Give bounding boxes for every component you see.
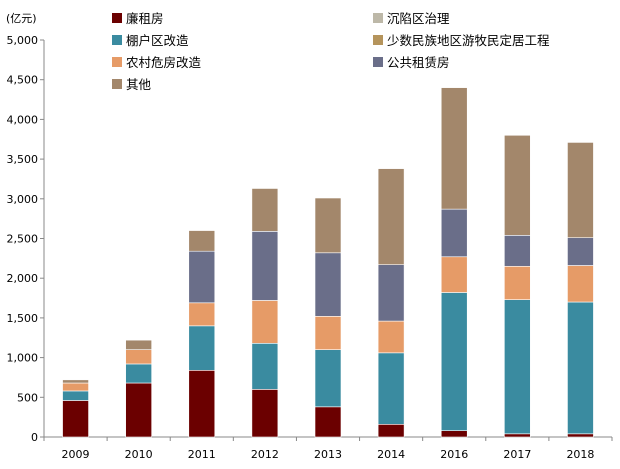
bar-segment — [62, 382, 89, 392]
bar-segment — [567, 301, 594, 435]
bar-segment — [377, 168, 405, 266]
bars — [62, 87, 594, 438]
legend-swatch — [373, 57, 383, 67]
legend-label: 其他 — [126, 77, 152, 92]
legend-label: 公共租赁房 — [387, 55, 450, 70]
x-tick-label: 2009 — [62, 448, 90, 461]
legend-label: 农村危房改造 — [126, 55, 202, 70]
bar-segment — [504, 235, 531, 267]
legend-swatch — [112, 57, 122, 67]
bar-segment — [440, 430, 468, 438]
legend-label: 廉租房 — [126, 11, 164, 26]
legend-swatch — [112, 13, 122, 23]
bar-segment — [62, 400, 89, 438]
x-tick-label: 2010 — [125, 448, 153, 461]
x-tick-label: 2011 — [188, 448, 216, 461]
axes: 0 500 1,000 1,500 2,000 2,500 3,000 3,500 4,000 4… — [7, 34, 613, 461]
bar-segment — [377, 423, 405, 438]
bar-segment — [125, 349, 152, 365]
bar-segment — [504, 265, 531, 300]
bar-segment — [62, 379, 89, 384]
y-tick-label: 2,000 — [7, 272, 39, 285]
bar-segment — [251, 389, 279, 438]
y-tick-label: 1,500 — [7, 312, 39, 325]
bar-segment — [440, 292, 468, 431]
bar-segment — [188, 302, 216, 327]
bar-segment — [125, 339, 152, 350]
bar-segment — [504, 134, 531, 236]
legend-swatch — [373, 13, 383, 23]
bar-segment — [567, 142, 594, 239]
x-tick-label: 2016 — [440, 448, 468, 461]
x-tick-label: 2013 — [314, 448, 342, 461]
y-tick-label: 4,000 — [7, 113, 39, 126]
bar-segment — [504, 299, 531, 435]
bar-segment — [251, 188, 279, 232]
bar-segment — [567, 433, 594, 438]
bar-segment — [188, 230, 216, 252]
y-tick-label: 2,500 — [7, 233, 39, 246]
y-tick-label: 500 — [17, 391, 38, 404]
x-tick-label: 2018 — [566, 448, 594, 461]
bar-segment — [314, 316, 342, 350]
bar-segment — [440, 208, 468, 258]
legend-label: 沉陷区治理 — [387, 11, 450, 26]
bar-segment — [251, 231, 279, 301]
bar-segment — [188, 250, 216, 304]
bar-segment — [314, 349, 342, 408]
y-tick-label: 1,000 — [7, 352, 39, 365]
bar-segment — [125, 363, 152, 384]
bar-segment — [251, 343, 279, 390]
y-tick-label: 5,000 — [7, 34, 39, 47]
bar-segment — [504, 433, 531, 438]
y-tick-label: 3,000 — [7, 193, 39, 206]
bar-segment — [62, 390, 89, 401]
bar-segment — [188, 325, 216, 371]
bar-segment — [567, 237, 594, 266]
bar-segment — [314, 406, 342, 438]
y-tick-label: 3,500 — [7, 153, 39, 166]
legend-label: 棚户区改造 — [126, 33, 189, 48]
bar-segment — [251, 300, 279, 344]
bar-segment — [188, 370, 216, 438]
y-tick-label: 0 — [31, 431, 38, 444]
bar-segment — [440, 256, 468, 293]
bar-segment — [567, 265, 594, 303]
bar-segment — [377, 352, 405, 425]
bar-segment — [377, 264, 405, 322]
bar-segment — [314, 197, 342, 254]
x-tick-label: 2012 — [251, 448, 279, 461]
y-tick-label: 4,500 — [7, 74, 39, 87]
legend-swatch — [112, 79, 122, 89]
bar-segment — [125, 382, 152, 438]
x-tick-label: 2017 — [503, 448, 531, 461]
bar-segment — [314, 252, 342, 317]
legend-swatch — [112, 35, 122, 45]
bar-segment — [377, 320, 405, 354]
legend-swatch — [373, 35, 383, 45]
y-axis-unit-label: (亿元) — [6, 12, 37, 25]
legend-label: 少数民族地区游牧民定居工程 — [387, 33, 550, 48]
bar-segment — [440, 87, 468, 210]
x-tick-label: 2014 — [377, 448, 405, 461]
